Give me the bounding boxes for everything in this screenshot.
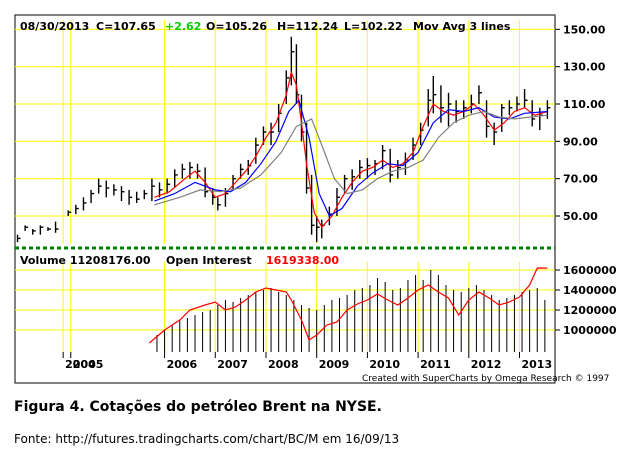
x-tick-label: 2013 [522, 358, 553, 371]
x-tick-label: 2005 [73, 358, 104, 371]
volume-tick-label: 1200000 [563, 304, 617, 317]
price-tick-label: 90.00 [563, 135, 598, 148]
header-close: C=107.65 [96, 20, 156, 33]
header-low: L=102.22 [344, 20, 403, 33]
x-tick-label: 2011 [420, 358, 451, 371]
volume-tick-label: 1400000 [563, 284, 617, 297]
volume-bars [156, 270, 546, 352]
volume-tick-label: 1000000 [563, 324, 617, 337]
open-interest-label: Open Interest [166, 254, 252, 267]
moving-average-line [154, 110, 548, 206]
volume-label: Volume 11208176.00 [20, 254, 151, 267]
volume-axis: 1600000 1400000 1200000 1000000 [555, 264, 617, 337]
brent-chart: 08/30/2013 C=107.65 +2.62 O=105.26 H=112… [14, 14, 617, 384]
x-tick-label: 2006 [167, 358, 198, 371]
header-date: 08/30/2013 [20, 20, 89, 33]
x-tick-label: 2004 [65, 358, 96, 371]
figure-source: Fonte: http://futures.tradingcharts.com/… [14, 432, 400, 446]
volume-tick-label: 1600000 [563, 264, 617, 277]
header-change: +2.62 [165, 20, 201, 33]
x-tick-label: 2010 [369, 358, 400, 371]
price-tick-label: 130.00 [563, 61, 606, 74]
x-tick-label: 2009 [319, 358, 350, 371]
price-axis: 150.00 130.00 110.00 90.00 70.00 50.00 [555, 23, 606, 223]
x-tick-label: 2012 [471, 358, 502, 371]
open-interest-line [149, 267, 548, 344]
open-interest-value: 1619338.00 [266, 254, 339, 267]
moving-averages [154, 70, 548, 229]
open-interest-series [149, 267, 548, 344]
header-high: H=112.24 [277, 20, 338, 33]
header-study: Mov Avg 3 lines [413, 20, 511, 33]
chart-frame [14, 14, 556, 384]
price-tick-label: 50.00 [563, 210, 598, 223]
x-tick-label: 2008 [268, 358, 299, 371]
figure-caption: Figura 4. Cotações do petróleo Brent na … [14, 399, 382, 415]
x-tick-label: 2007 [217, 358, 248, 371]
price-tick-label: 70.00 [563, 173, 598, 186]
price-tick-label: 110.00 [563, 98, 606, 111]
price-tick-label: 150.00 [563, 23, 606, 36]
credit-text: Created with SuperCharts by Omega Resear… [362, 374, 609, 384]
header-open: O=105.26 [206, 20, 267, 33]
